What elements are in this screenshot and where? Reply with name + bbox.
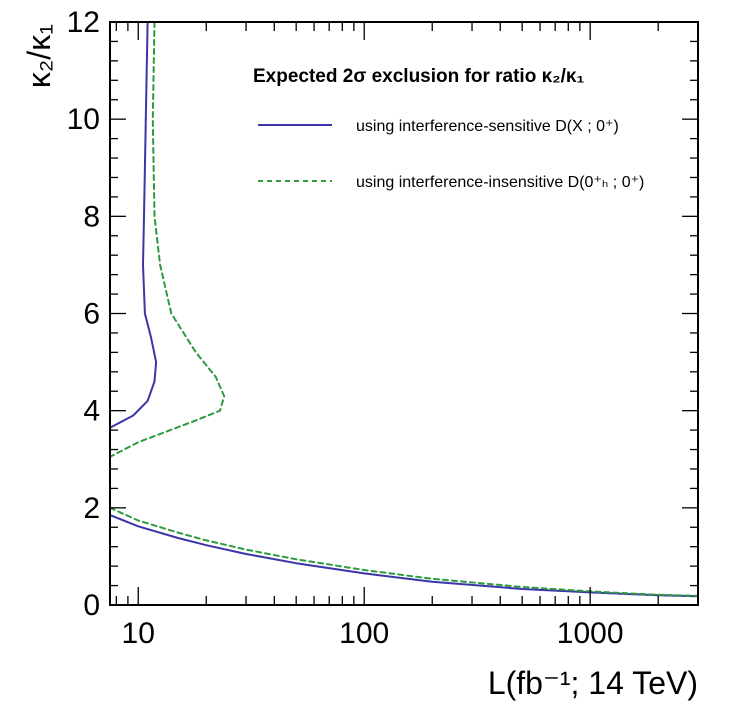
x-tick-label: 1000 [557, 617, 624, 650]
y-axis-title: κ₂/κ₁ [21, 24, 57, 88]
curves [110, 22, 698, 598]
axis-ticks [110, 21, 699, 606]
legend-label-insensitive: using interference-insensitive D(0⁺ₕ ; 0… [356, 174, 644, 191]
legend: Expected 2σ exclusion for ratio κ₂/κ₁ us… [253, 66, 644, 191]
curve-sensitive-segment-1 [110, 514, 698, 598]
y-tick-label: 6 [83, 298, 100, 331]
x-tick-label: 100 [339, 617, 389, 650]
x-axis-title: L(fb⁻¹; 14 TeV) [488, 665, 698, 701]
curve-insensitive-segment-0 [110, 22, 226, 458]
y-tick-label: 2 [83, 492, 100, 525]
tick-labels: 0 2 4 6 8 10 12 10 100 1000 [67, 6, 624, 650]
y-tick-label: 0 [83, 589, 100, 622]
legend-label-sensitive: using interference-sensitive D(X ; 0⁺) [356, 118, 619, 135]
x-tick-label: 10 [122, 617, 155, 650]
curve-sensitive-segment-0 [110, 22, 158, 429]
y-tick-label: 12 [67, 6, 100, 39]
y-tick-label: 10 [67, 103, 100, 136]
y-tick-label: 8 [83, 200, 100, 233]
plot-frame [109, 21, 699, 606]
curve-insensitive-segment-1 [110, 506, 698, 597]
legend-title: Expected 2σ exclusion for ratio κ₂/κ₁ [253, 66, 584, 87]
y-tick-label: 4 [83, 395, 100, 428]
